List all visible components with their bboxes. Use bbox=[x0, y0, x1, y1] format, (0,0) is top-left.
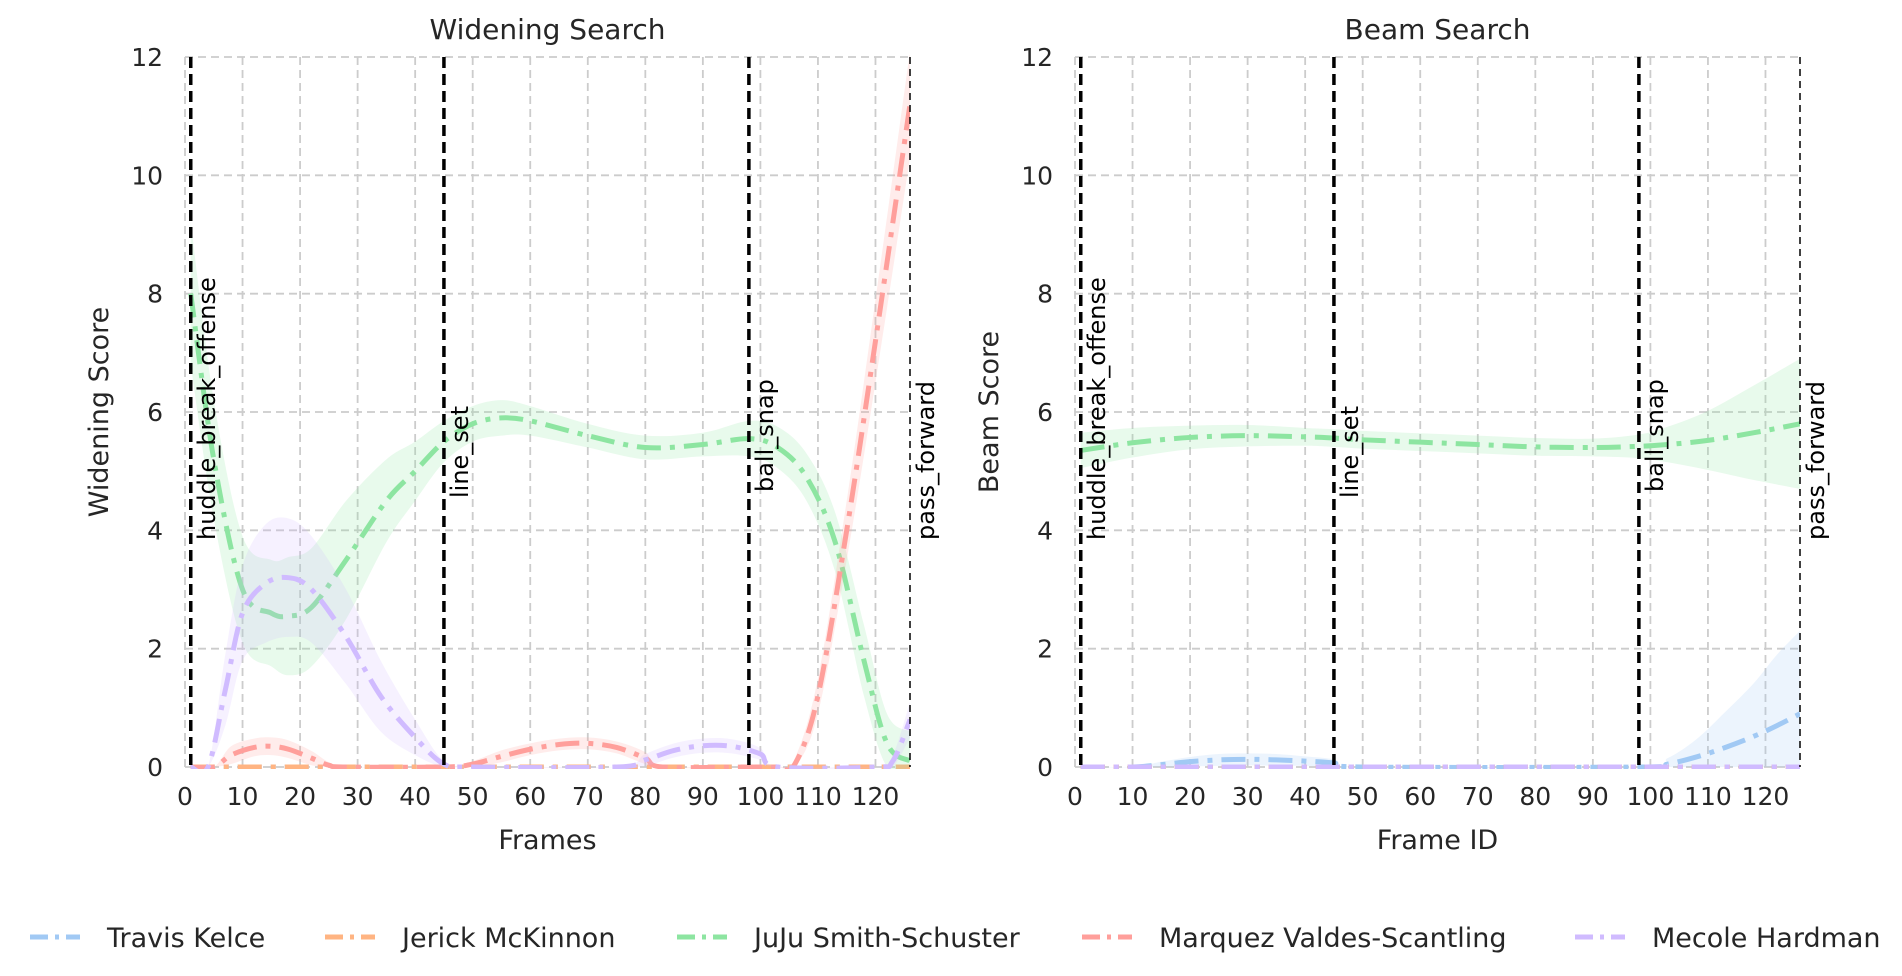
event-label: ball_snap bbox=[1641, 379, 1669, 492]
y-tick-label: 4 bbox=[147, 516, 163, 545]
x-axis-label: Frames bbox=[498, 825, 596, 856]
legend-label: JuJu Smith-Schuster bbox=[752, 923, 1021, 954]
series-line bbox=[189, 574, 910, 769]
panel-2: 0 10 20 30 40 50 60 70 80 90 100 110 120 0 2 4 6 8 10 12 Fra… bbox=[974, 13, 1830, 856]
series-line bbox=[188, 293, 910, 764]
x-tick-label: 80 bbox=[629, 782, 661, 811]
x-tick-label: 100 bbox=[1627, 782, 1675, 811]
x-tick-label: 0 bbox=[177, 782, 193, 811]
y-tick-label: 10 bbox=[1021, 161, 1053, 190]
event-label: pass_forward bbox=[912, 381, 940, 540]
confidence-band bbox=[190, 222, 910, 769]
x-tick-label: 120 bbox=[1742, 782, 1790, 811]
plot-area bbox=[1080, 358, 1800, 769]
panel-title: Widening Search bbox=[430, 13, 666, 46]
panel-title: Beam Search bbox=[1345, 13, 1531, 46]
y-axis-label: Widening Score bbox=[84, 307, 115, 517]
x-tick-label: 30 bbox=[1232, 782, 1264, 811]
confidence-band bbox=[1080, 358, 1800, 489]
event-label: line_set bbox=[1336, 406, 1364, 498]
event-label: pass_forward bbox=[1802, 381, 1830, 540]
series-line bbox=[190, 103, 910, 769]
x-tick-label: 70 bbox=[572, 782, 604, 811]
x-tick-label: 60 bbox=[514, 782, 546, 811]
y-tick-label: 12 bbox=[1021, 43, 1053, 72]
x-tick-label: 120 bbox=[852, 782, 900, 811]
x-tick-label: 70 bbox=[1462, 782, 1494, 811]
x-tick-label: 90 bbox=[1577, 782, 1609, 811]
x-tick-label: 80 bbox=[1519, 782, 1551, 811]
x-tick-label: 50 bbox=[457, 782, 489, 811]
y-tick-label: 2 bbox=[1037, 635, 1053, 664]
legend: Travis Kelce Jerick McKinnon JuJu Smith-Sc… bbox=[30, 923, 1881, 954]
y-tick-label: 8 bbox=[147, 280, 163, 309]
x-tick-label: 40 bbox=[399, 782, 431, 811]
y-axis-label: Beam Score bbox=[974, 331, 1005, 493]
y-tick-label: 2 bbox=[147, 635, 163, 664]
x-tick-label: 10 bbox=[1117, 782, 1149, 811]
x-axis-label: Frame ID bbox=[1377, 825, 1498, 856]
y-tick-label: 0 bbox=[1037, 753, 1053, 782]
event-label: huddle_break_offense bbox=[193, 277, 221, 540]
y-tick-label: 8 bbox=[1037, 280, 1053, 309]
x-tick-label: 0 bbox=[1067, 782, 1083, 811]
x-tick-label: 40 bbox=[1289, 782, 1321, 811]
x-tick-label: 90 bbox=[687, 782, 719, 811]
panels: 0 10 20 30 40 50 60 70 80 90 100 110 120024681012Fra… bbox=[84, 13, 1830, 856]
y-tick-label: 6 bbox=[1037, 398, 1053, 427]
y-tick-label: 10 bbox=[131, 161, 163, 190]
confidence-band bbox=[190, 517, 910, 769]
event-label: ball_snap bbox=[751, 379, 779, 492]
legend-entry: Travis Kelce bbox=[30, 923, 265, 954]
y-tick-label: 0 bbox=[147, 753, 163, 782]
x-tick-label: 50 bbox=[1347, 782, 1379, 811]
legend-label: Marquez Valdes-Scantling bbox=[1159, 923, 1507, 954]
legend-label: Travis Kelce bbox=[106, 923, 265, 954]
x-tick-label: 30 bbox=[342, 782, 374, 811]
y-tick-label: 4 bbox=[1037, 516, 1053, 545]
legend-entry: JuJu Smith-Schuster bbox=[677, 923, 1021, 954]
event-label: line_set bbox=[446, 406, 474, 498]
series-line bbox=[1080, 711, 1800, 769]
legend-entry: Mecole Hardman bbox=[1575, 923, 1881, 954]
legend-label: Mecole Hardman bbox=[1652, 923, 1881, 954]
event-label: huddle_break_offense bbox=[1083, 277, 1111, 540]
y-tick-label: 6 bbox=[147, 398, 163, 427]
x-tick-label: 110 bbox=[794, 782, 842, 811]
confidence-band bbox=[1080, 630, 1800, 769]
x-tick-label: 60 bbox=[1404, 782, 1436, 811]
plot-area bbox=[188, 55, 910, 769]
y-tick-label: 12 bbox=[131, 43, 163, 72]
x-tick-label: 100 bbox=[737, 782, 785, 811]
legend-label: Jerick McKinnon bbox=[400, 923, 615, 954]
x-tick-label: 20 bbox=[1174, 782, 1206, 811]
x-tick-label: 10 bbox=[227, 782, 259, 811]
legend-entry: Marquez Valdes-Scantling bbox=[1082, 923, 1507, 954]
panel-1: 0 10 20 30 40 50 60 70 80 90 100 110 120 0 2 4 6 8 10 12 Fra… bbox=[84, 13, 940, 856]
x-tick-label: 20 bbox=[284, 782, 316, 811]
legend-entry: Jerick McKinnon bbox=[325, 923, 615, 954]
x-tick-label: 110 bbox=[1684, 782, 1732, 811]
